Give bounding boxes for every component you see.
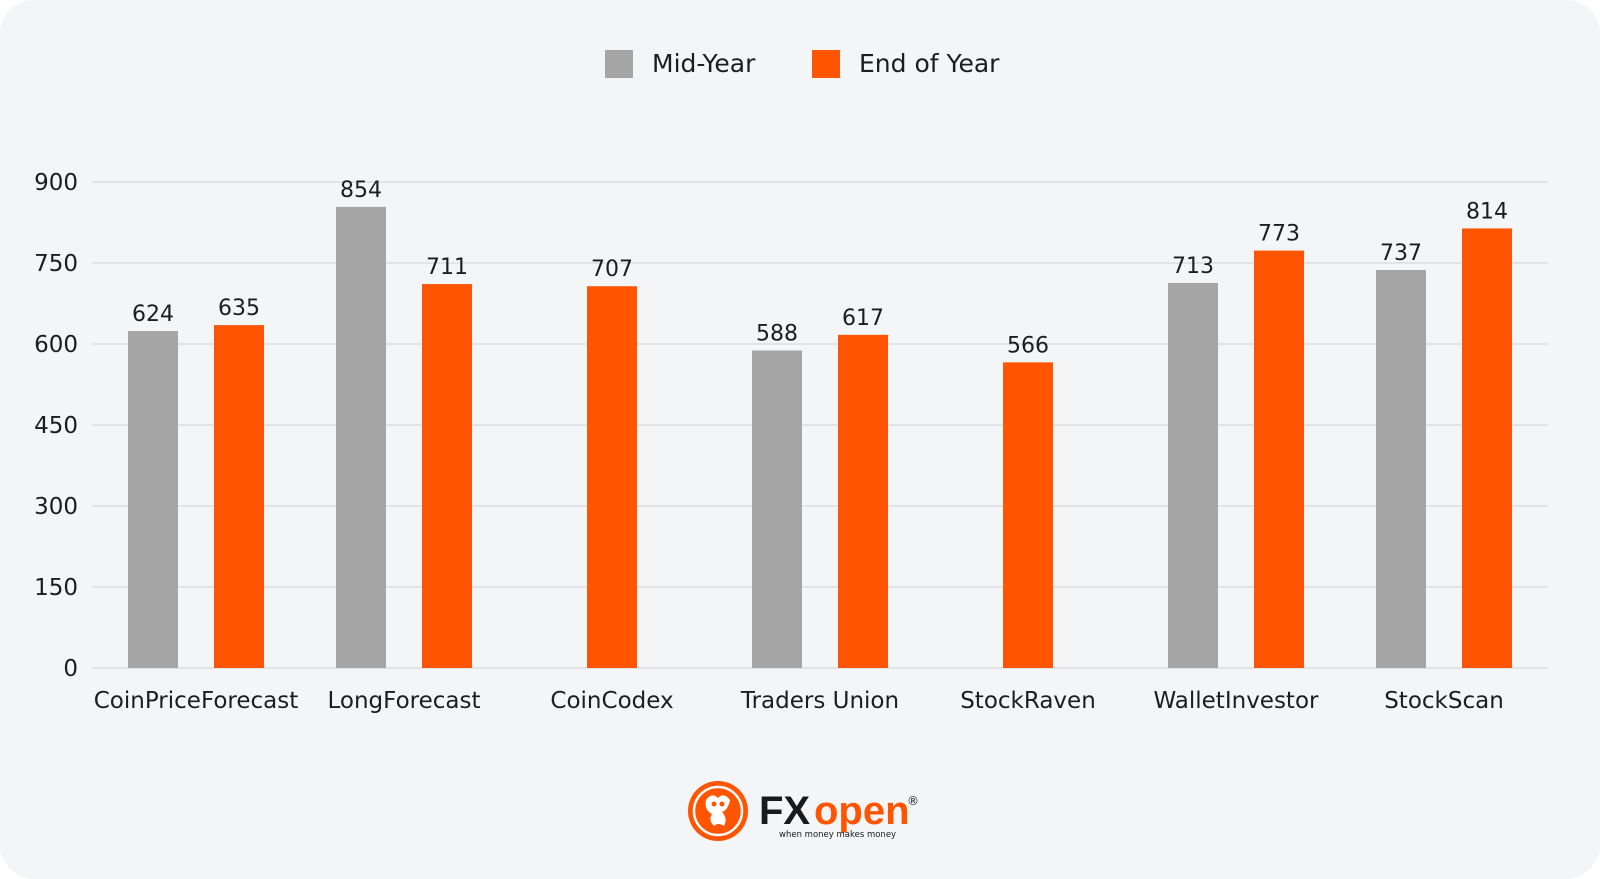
legend-swatch: [812, 50, 840, 78]
bar-mid-year: [752, 350, 802, 668]
brand-name-open: open: [814, 789, 910, 833]
bar-end-of-year: [1254, 250, 1304, 668]
data-label: 711: [426, 255, 468, 280]
legend-label: End of Year: [859, 49, 1000, 78]
grid-lines: [92, 181, 1548, 669]
bull-dragon-logo-icon: [688, 781, 748, 841]
y-tick-label: 150: [34, 575, 78, 601]
y-axis-ticks: 0 150 300 450 600 750 900: [34, 170, 78, 682]
data-label: 566: [1007, 333, 1049, 358]
bar-mid-year: [336, 206, 386, 668]
bar-end-of-year: [214, 325, 264, 668]
bar-end-of-year: [1462, 228, 1512, 668]
data-labels: 624 635 854 711 707 588 617 566 713 773 737 814: [132, 178, 1508, 359]
category-label: Traders Union: [740, 688, 899, 714]
bar-end-of-year: [838, 334, 888, 668]
bar-mid-year: [1168, 282, 1218, 668]
data-label: 854: [340, 178, 382, 203]
bar-mid-year: [1376, 270, 1426, 668]
category-label: CoinCodex: [550, 688, 673, 714]
brand-tagline: when money makes money: [779, 830, 896, 840]
registered-mark: ®: [907, 794, 919, 808]
bar-end-of-year: [422, 284, 472, 668]
y-tick-label: 450: [34, 413, 78, 439]
bar-end-of-year: [587, 286, 637, 668]
category-label: StockRaven: [960, 688, 1096, 714]
data-label: 617: [842, 306, 884, 331]
y-tick-label: 300: [34, 494, 78, 520]
category-label: WalletInvestor: [1154, 688, 1320, 714]
legend-label: Mid-Year: [652, 49, 756, 78]
data-label: 713: [1172, 254, 1214, 279]
data-label: 624: [132, 302, 174, 327]
category-label: LongForecast: [328, 688, 481, 714]
brand-name-fx: FX: [759, 789, 810, 833]
data-label: 707: [591, 257, 633, 282]
bar-end-of-year: [1003, 362, 1053, 668]
category-label: CoinPriceForecast: [94, 688, 299, 714]
y-tick-label: 750: [34, 251, 78, 277]
category-label: StockScan: [1384, 688, 1504, 714]
data-label: 635: [218, 296, 260, 321]
data-label: 814: [1466, 199, 1508, 224]
bars: [128, 206, 1512, 668]
data-label: 588: [756, 321, 798, 346]
brand-logo: FX open ® when money makes money: [688, 781, 919, 841]
bar-mid-year: [128, 331, 178, 668]
data-label: 773: [1258, 222, 1300, 247]
y-tick-label: 600: [34, 332, 78, 358]
y-tick-label: 900: [34, 170, 78, 196]
data-label: 737: [1380, 241, 1422, 266]
y-tick-label: 0: [63, 656, 78, 682]
category-labels: CoinPriceForecast LongForecast CoinCodex Tr…: [94, 688, 1504, 714]
legend: Mid-Year End of Year: [605, 49, 1000, 78]
legend-swatch: [605, 50, 633, 78]
